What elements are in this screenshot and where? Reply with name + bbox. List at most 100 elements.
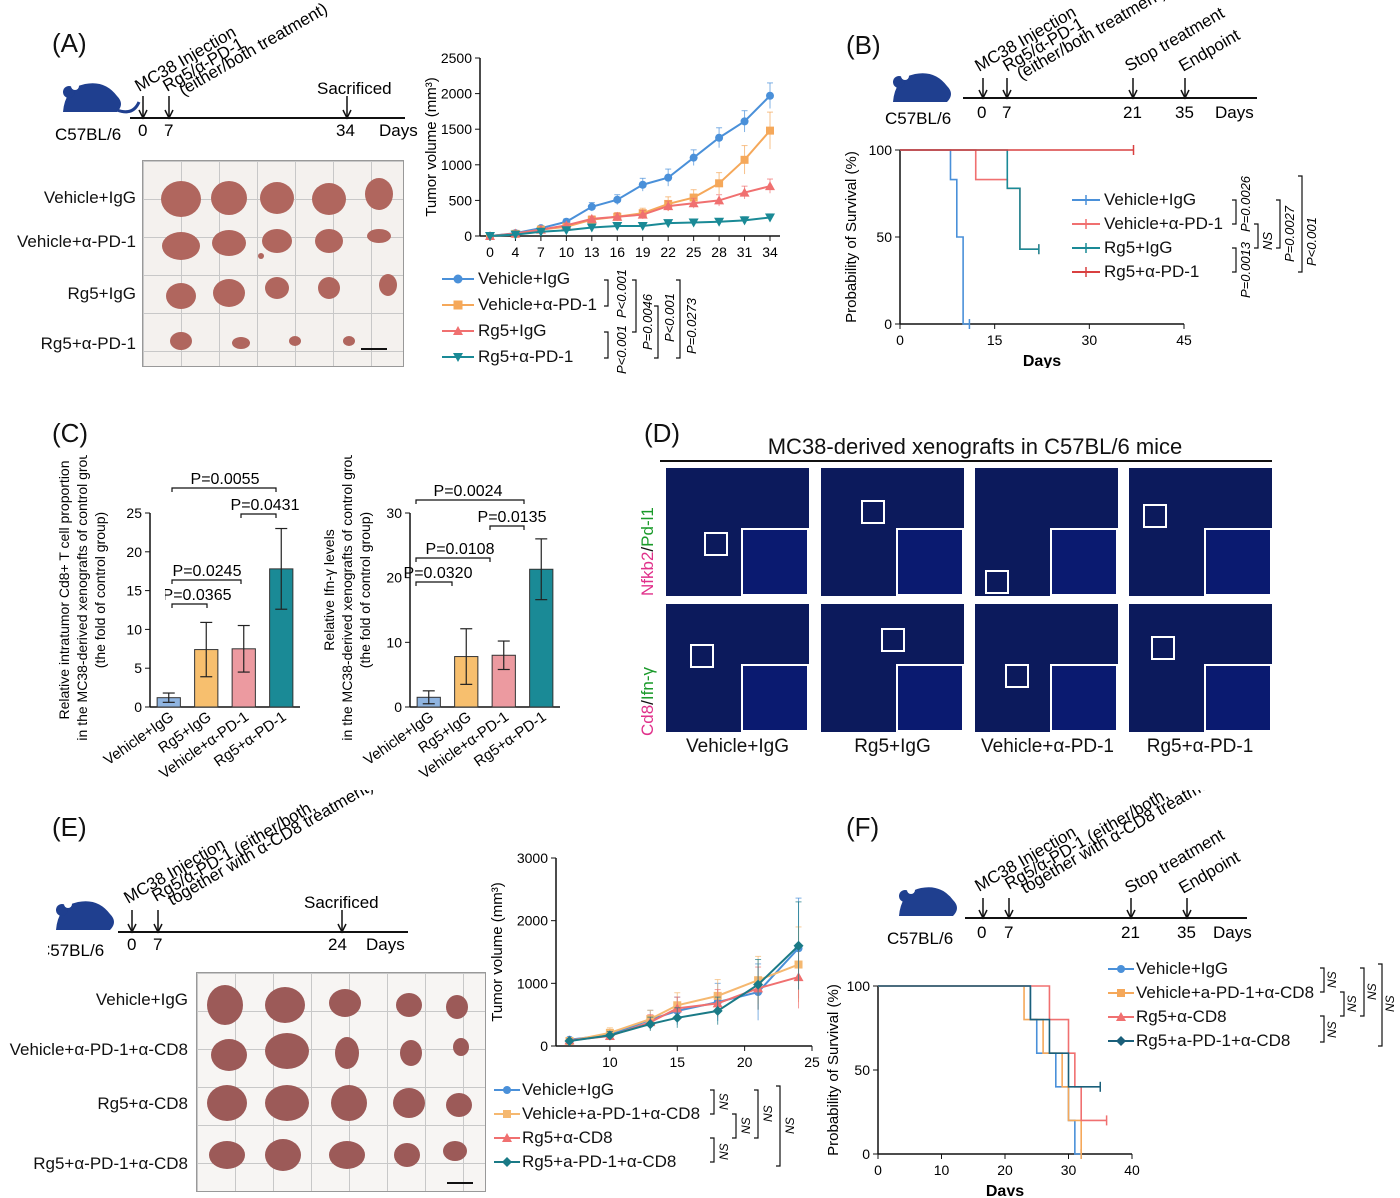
y-tick-label: 0 xyxy=(540,1038,548,1054)
x-tick-label: 10 xyxy=(602,1054,618,1070)
x-tick-label: 25 xyxy=(804,1054,820,1070)
x-tick-label: 30 xyxy=(1082,332,1098,348)
stat-label: P<0.001 xyxy=(1304,217,1319,266)
data-point xyxy=(689,153,698,162)
panel-a-stats: P<0.001 P<0.001 P=0.0046 P<0.001 P=0.027… xyxy=(604,269,699,374)
stat-label: P=0.0046 xyxy=(640,293,655,350)
tumor-photo-a-drawing xyxy=(161,178,397,350)
data-point xyxy=(740,117,749,126)
stat-label: NS xyxy=(1325,1021,1339,1038)
axis-title: Probability of Survival (%) xyxy=(843,151,860,323)
x-tick-label: 15 xyxy=(987,332,1003,348)
x-tick-label: 10 xyxy=(934,1162,950,1178)
timeline-tick: 0 xyxy=(977,923,986,942)
micrograph xyxy=(975,604,1118,732)
data-point xyxy=(663,219,674,229)
stat-label: NS xyxy=(1345,995,1359,1012)
stat-label: NS xyxy=(1260,232,1275,250)
data-point xyxy=(637,222,648,232)
y-tick-label: 500 xyxy=(449,192,473,208)
legend-item: Rg5+α-CD8 xyxy=(1136,1007,1227,1026)
stat-label: NS xyxy=(761,1105,775,1122)
strain-label: C57BL/6 xyxy=(55,125,121,144)
tumor-row-label: Vehicle+IgG xyxy=(43,188,136,207)
y-tick-label: 2000 xyxy=(441,86,472,102)
panel-e-volume-chart: 0 1000 2000 3000 10 15 20 25 Tumor volume (mm³) xyxy=(489,850,820,1070)
panel-f-legend: Vehicle+IgG Vehicle+a-PD-1+α-CD8 Rg5+α-C… xyxy=(1108,958,1318,1058)
y-tick-label: 10 xyxy=(386,634,402,650)
data-point xyxy=(612,222,623,232)
data-point xyxy=(613,195,622,204)
data-point xyxy=(765,181,775,191)
panel-b-survival-chart: 0 50 100 0 15 30 45 Days Probability of Survival… xyxy=(843,142,1192,368)
survival-line xyxy=(900,149,1039,250)
x-tick-label: 34 xyxy=(762,244,778,260)
survival-curve xyxy=(900,149,1040,255)
tumor-row-label: Vehicle+IgG xyxy=(95,990,188,1009)
y-tick-label: 0 xyxy=(134,699,142,715)
x-tick-label: 4 xyxy=(512,244,520,260)
y-tick-label: 1000 xyxy=(441,157,472,173)
tumor-row-label: Rg5+α-CD8 xyxy=(97,1094,188,1113)
micrograph xyxy=(1129,604,1272,732)
panel-c-cd8-chart: 0510152025Vehicle+IgGRg5+IgGVehicle+α-PD… xyxy=(56,455,300,782)
panel-a-volume-chart: 0 500 1000 1500 2000 2500 0 4 7 10 13 16 19 22 25 28 31 3… xyxy=(423,50,780,260)
series xyxy=(485,213,775,241)
micrograph xyxy=(821,468,964,596)
y-tick-label: 1500 xyxy=(441,121,472,137)
axis-title: Tumor volume (mm³) xyxy=(489,882,506,1021)
survival-line xyxy=(878,985,1082,1155)
timeline-tick: 35 xyxy=(1175,103,1194,122)
panel-f-survival-chart: 0 50 100 0 10 20 30 40 Days Probability of Surviv… xyxy=(825,978,1140,1196)
stat-label: P=0.0108 xyxy=(426,541,495,558)
survival-line xyxy=(878,985,1107,1122)
timeline-event: Sacrificed xyxy=(304,893,379,912)
micrograph-column-label: Vehicle+IgG xyxy=(686,736,789,757)
stat-label: P=0.0245 xyxy=(173,563,242,580)
timeline-event: Sacrificed xyxy=(317,79,392,98)
legend-item: Vehicle+α-PD-1 xyxy=(478,295,597,314)
stat-label: P=0.0365 xyxy=(165,587,232,604)
axis-title: Probability of Survival (%) xyxy=(825,984,842,1156)
stat-label: P=0.0026 xyxy=(1238,175,1253,232)
y-tick-label: 50 xyxy=(854,1062,870,1078)
data-point xyxy=(637,209,648,219)
panel-e-timeline: MC38 Injection Rg5/α-PD-1 (either/both, … xyxy=(48,790,408,960)
legend-markers xyxy=(442,274,474,362)
data-point xyxy=(753,979,764,990)
stat-label: P=0.0273 xyxy=(684,297,699,354)
timeline-unit: Days xyxy=(1215,103,1254,122)
data-point xyxy=(672,1012,683,1023)
survival-curve xyxy=(900,145,1135,155)
data-point xyxy=(712,1005,723,1016)
data-point xyxy=(766,126,774,135)
tumor-row-label: Rg5+IgG xyxy=(67,284,136,303)
series-line xyxy=(569,945,800,1042)
legend-item: Rg5+IgG xyxy=(1104,238,1173,257)
stat-label: P=0.0013 xyxy=(1238,241,1253,298)
panel-a-legend: Vehicle+IgG Vehicle+α-PD-1 Rg5+IgG Rg5+α… xyxy=(442,266,622,376)
stat-label: NS xyxy=(717,1093,731,1110)
series xyxy=(565,897,803,1044)
y-tick-label: 3000 xyxy=(517,850,548,866)
series xyxy=(564,945,804,1045)
data-point xyxy=(766,91,774,100)
stat-label: P<0.001 xyxy=(614,325,629,374)
data-point xyxy=(564,1035,575,1046)
stat-label: P=0.0320 xyxy=(404,565,473,582)
survival-curve xyxy=(878,985,1082,1159)
tumor-photo-e xyxy=(196,972,486,1192)
panel-b-label: (B) xyxy=(846,30,881,60)
x-tick-label: 30 xyxy=(1061,1162,1077,1178)
timeline-tick: 7 xyxy=(1002,103,1011,122)
stat-label: NS xyxy=(1325,971,1339,988)
panel-e-stats: NS NS NS NS NS xyxy=(710,1085,796,1167)
y-tick-label: 0 xyxy=(862,1146,870,1162)
survival-curve xyxy=(900,149,971,329)
legend-item: Rg5+IgG xyxy=(478,321,547,340)
tumor-row-label: Rg5+α-PD-1 xyxy=(40,334,136,353)
y-tick-label: 30 xyxy=(386,505,402,521)
survival-line xyxy=(900,149,1039,250)
legend-item: Rg5+α-PD-1 xyxy=(478,347,574,366)
data-point xyxy=(586,213,597,223)
